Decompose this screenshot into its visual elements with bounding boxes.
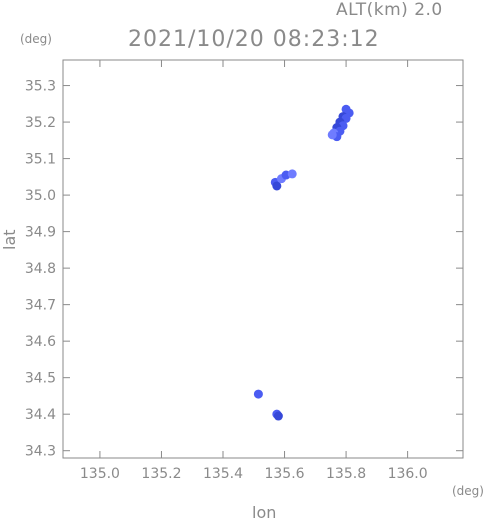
- y-axis-unit: (deg): [20, 32, 52, 46]
- echo-cell: [327, 130, 337, 140]
- echo-group: [253, 104, 354, 421]
- plot-frame: [62, 59, 464, 459]
- x-axis-label: lon: [252, 503, 277, 522]
- x-axis-unit: (deg): [452, 484, 484, 498]
- x-tick-label: 136.0: [388, 466, 428, 482]
- y-tick-label: 34.3: [25, 444, 56, 460]
- echo-cell: [272, 181, 282, 191]
- x-tick-label: 135.8: [326, 466, 366, 482]
- y-tick-label: 34.9: [25, 225, 56, 241]
- y-tick-label: 34.4: [25, 407, 56, 423]
- y-tick-label: 34.5: [25, 371, 56, 387]
- x-tick-label: 135.6: [264, 466, 304, 482]
- y-tick-label: 34.6: [25, 334, 56, 350]
- echo-cell: [253, 389, 263, 399]
- x-tick-label: 135.2: [141, 466, 181, 482]
- x-tick-label: 135.4: [203, 466, 243, 482]
- y-tick-label: 35.1: [25, 152, 56, 168]
- y-tick-label: 34.8: [25, 261, 56, 277]
- altitude-label: ALT(km) 2.0: [336, 0, 443, 20]
- echo-cell: [287, 169, 297, 179]
- y-tick-label: 35.0: [25, 188, 56, 204]
- y-tick-label: 35.2: [25, 115, 56, 131]
- tick-group: 34.3 34.4 34.5 34.6 34.7 34.8 34.9 35.0 35.1 35.2…: [25, 60, 463, 482]
- y-tick-label: 34.7: [25, 298, 56, 314]
- y-tick-label: 35.3: [25, 79, 56, 95]
- x-tick-label: 135.0: [80, 466, 120, 482]
- timestamp-title: 2021/10/20 08:23:12: [128, 27, 380, 52]
- echo-cell: [273, 411, 283, 421]
